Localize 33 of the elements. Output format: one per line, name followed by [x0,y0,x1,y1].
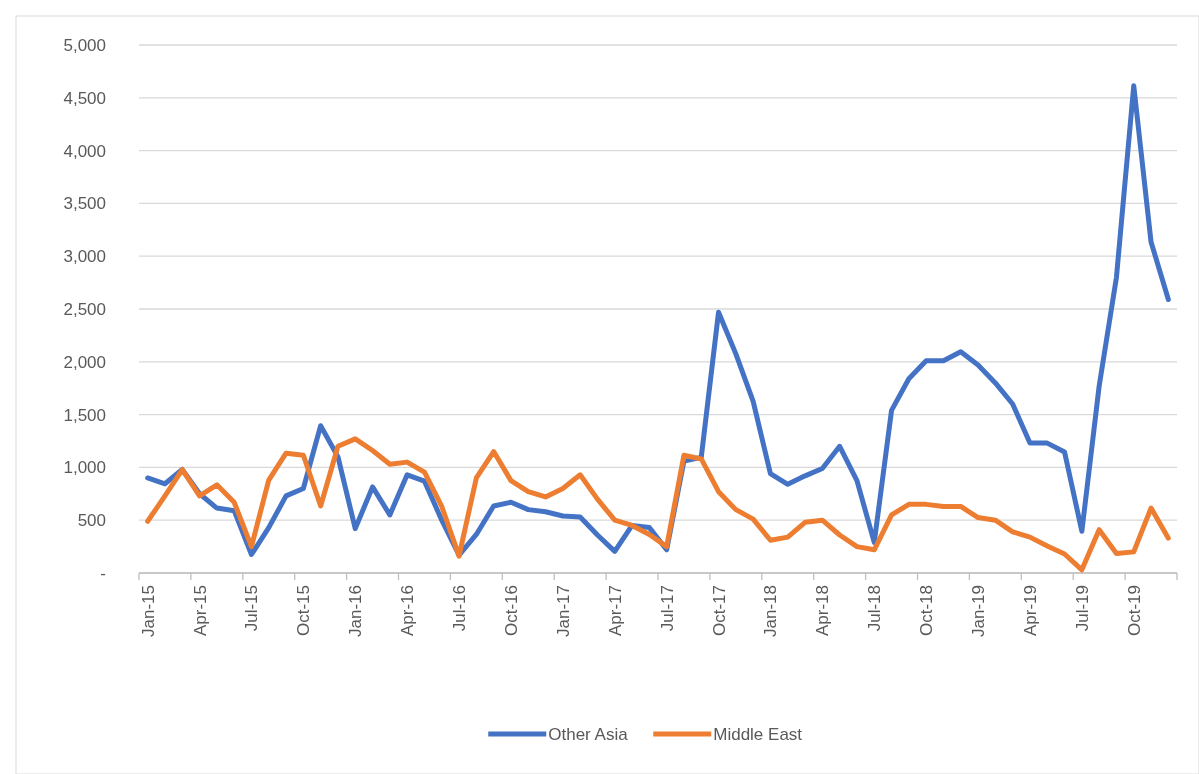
x-tick-label: Apr-16 [398,585,418,637]
legend-label: Middle East [713,724,803,744]
y-tick-label: 5,000 [63,35,106,55]
x-tick-label: Oct-15 [294,585,314,637]
x-tick-label: Apr-15 [190,585,210,637]
x-tick-label: Oct-16 [501,585,521,637]
y-tick-label: 1,500 [63,405,106,425]
legend-label: Other Asia [548,724,629,744]
x-tick-label: Jan-17 [553,585,573,637]
x-tick-label: Jul-16 [450,585,469,632]
x-tick-label: Oct-17 [709,585,729,637]
x-tick-label: Oct-18 [917,585,937,637]
x-tick-label: Jul-18 [865,585,885,632]
x-tick-label: Jan-18 [761,585,781,637]
x-tick-label: Jan-15 [138,585,158,637]
x-tick-label: Apr-19 [1020,585,1040,637]
x-tick-label: Jul-17 [657,585,677,632]
x-tick-label: Oct-19 [1124,585,1144,637]
x-tick-label: Jul-19 [1072,585,1092,632]
x-tick-label: Jan-16 [346,585,366,637]
x-tick-label: Jul-15 [242,585,262,632]
y-tick-label: 3,000 [63,247,106,267]
y-tick-label: 4,500 [63,88,106,108]
y-tick-label: 4,000 [63,141,106,161]
y-tick-label: 2,000 [63,352,106,372]
x-tick-label: Apr-18 [813,585,833,637]
x-tick-label: Jan-19 [969,585,988,637]
y-tick-label: 1,000 [63,458,106,478]
y-tick-label: 500 [77,511,106,531]
y-tick-label: 2,500 [63,299,106,319]
x-tick-label: Apr-17 [605,585,625,637]
y-tick-label: - [100,563,106,583]
y-tick-label: 3,500 [63,194,106,214]
